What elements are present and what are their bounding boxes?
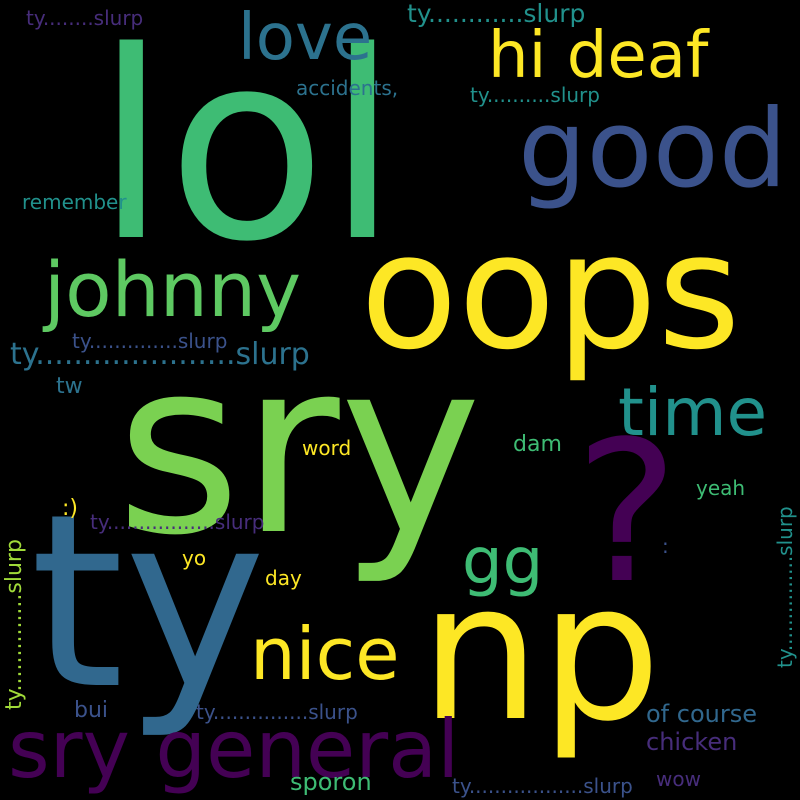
word-day: day: [265, 566, 302, 590]
word-slurp-topleft: ty........slurp: [26, 6, 144, 30]
word-love: love: [238, 1, 373, 75]
word-oops: oops: [360, 198, 741, 385]
word-tw: tw: [56, 374, 83, 399]
word-bui: bui: [74, 698, 109, 723]
word-accidents: accidents,: [296, 76, 399, 100]
word-ty: ty: [30, 462, 267, 742]
word-question-mark: ?: [575, 399, 679, 626]
word-good: good: [518, 87, 788, 212]
word-chicken: chicken: [646, 728, 738, 756]
word-yo: yo: [182, 546, 207, 570]
word-colon: :: [662, 534, 669, 558]
word-slurp-left: ty..............slurp: [72, 329, 228, 353]
word-time: time: [618, 374, 768, 451]
word-slurp-vertical-left: ty..............slurp: [2, 539, 27, 710]
word-slurp-bottomright: ty..................slurp: [452, 774, 633, 798]
word-johnny: johnny: [44, 245, 302, 334]
word-slurp-big: ty.....................slurp: [10, 337, 310, 372]
word-sry: sry: [116, 308, 482, 588]
word-remember: remember: [22, 190, 127, 214]
word-slurp-mid-top: ty..........slurp: [470, 83, 600, 107]
word-sry-general: sry general: [8, 703, 460, 796]
word-slurp-top: ty............slurp: [407, 0, 586, 28]
word-smiley: :): [62, 496, 78, 521]
word-nice: nice: [250, 612, 400, 696]
word-sporon: sporon: [290, 768, 372, 796]
word-word: word: [302, 436, 352, 460]
word-of-course: of course: [646, 700, 757, 728]
word-slurp-bottom: ty...............slurp: [196, 700, 358, 724]
word-yeah: yeah: [696, 476, 746, 500]
word-slurp-vertical-right: ty...............slurp: [773, 506, 797, 668]
word-lol: lol: [95, 0, 399, 299]
word-np: np: [420, 542, 662, 763]
word-dam: dam: [513, 432, 562, 457]
word-wow: wow: [656, 767, 701, 791]
word-hi-deaf: hi deaf: [488, 19, 709, 93]
word-gg: gg: [462, 525, 544, 599]
word-slurp-center: ty.................slurp: [90, 510, 265, 534]
